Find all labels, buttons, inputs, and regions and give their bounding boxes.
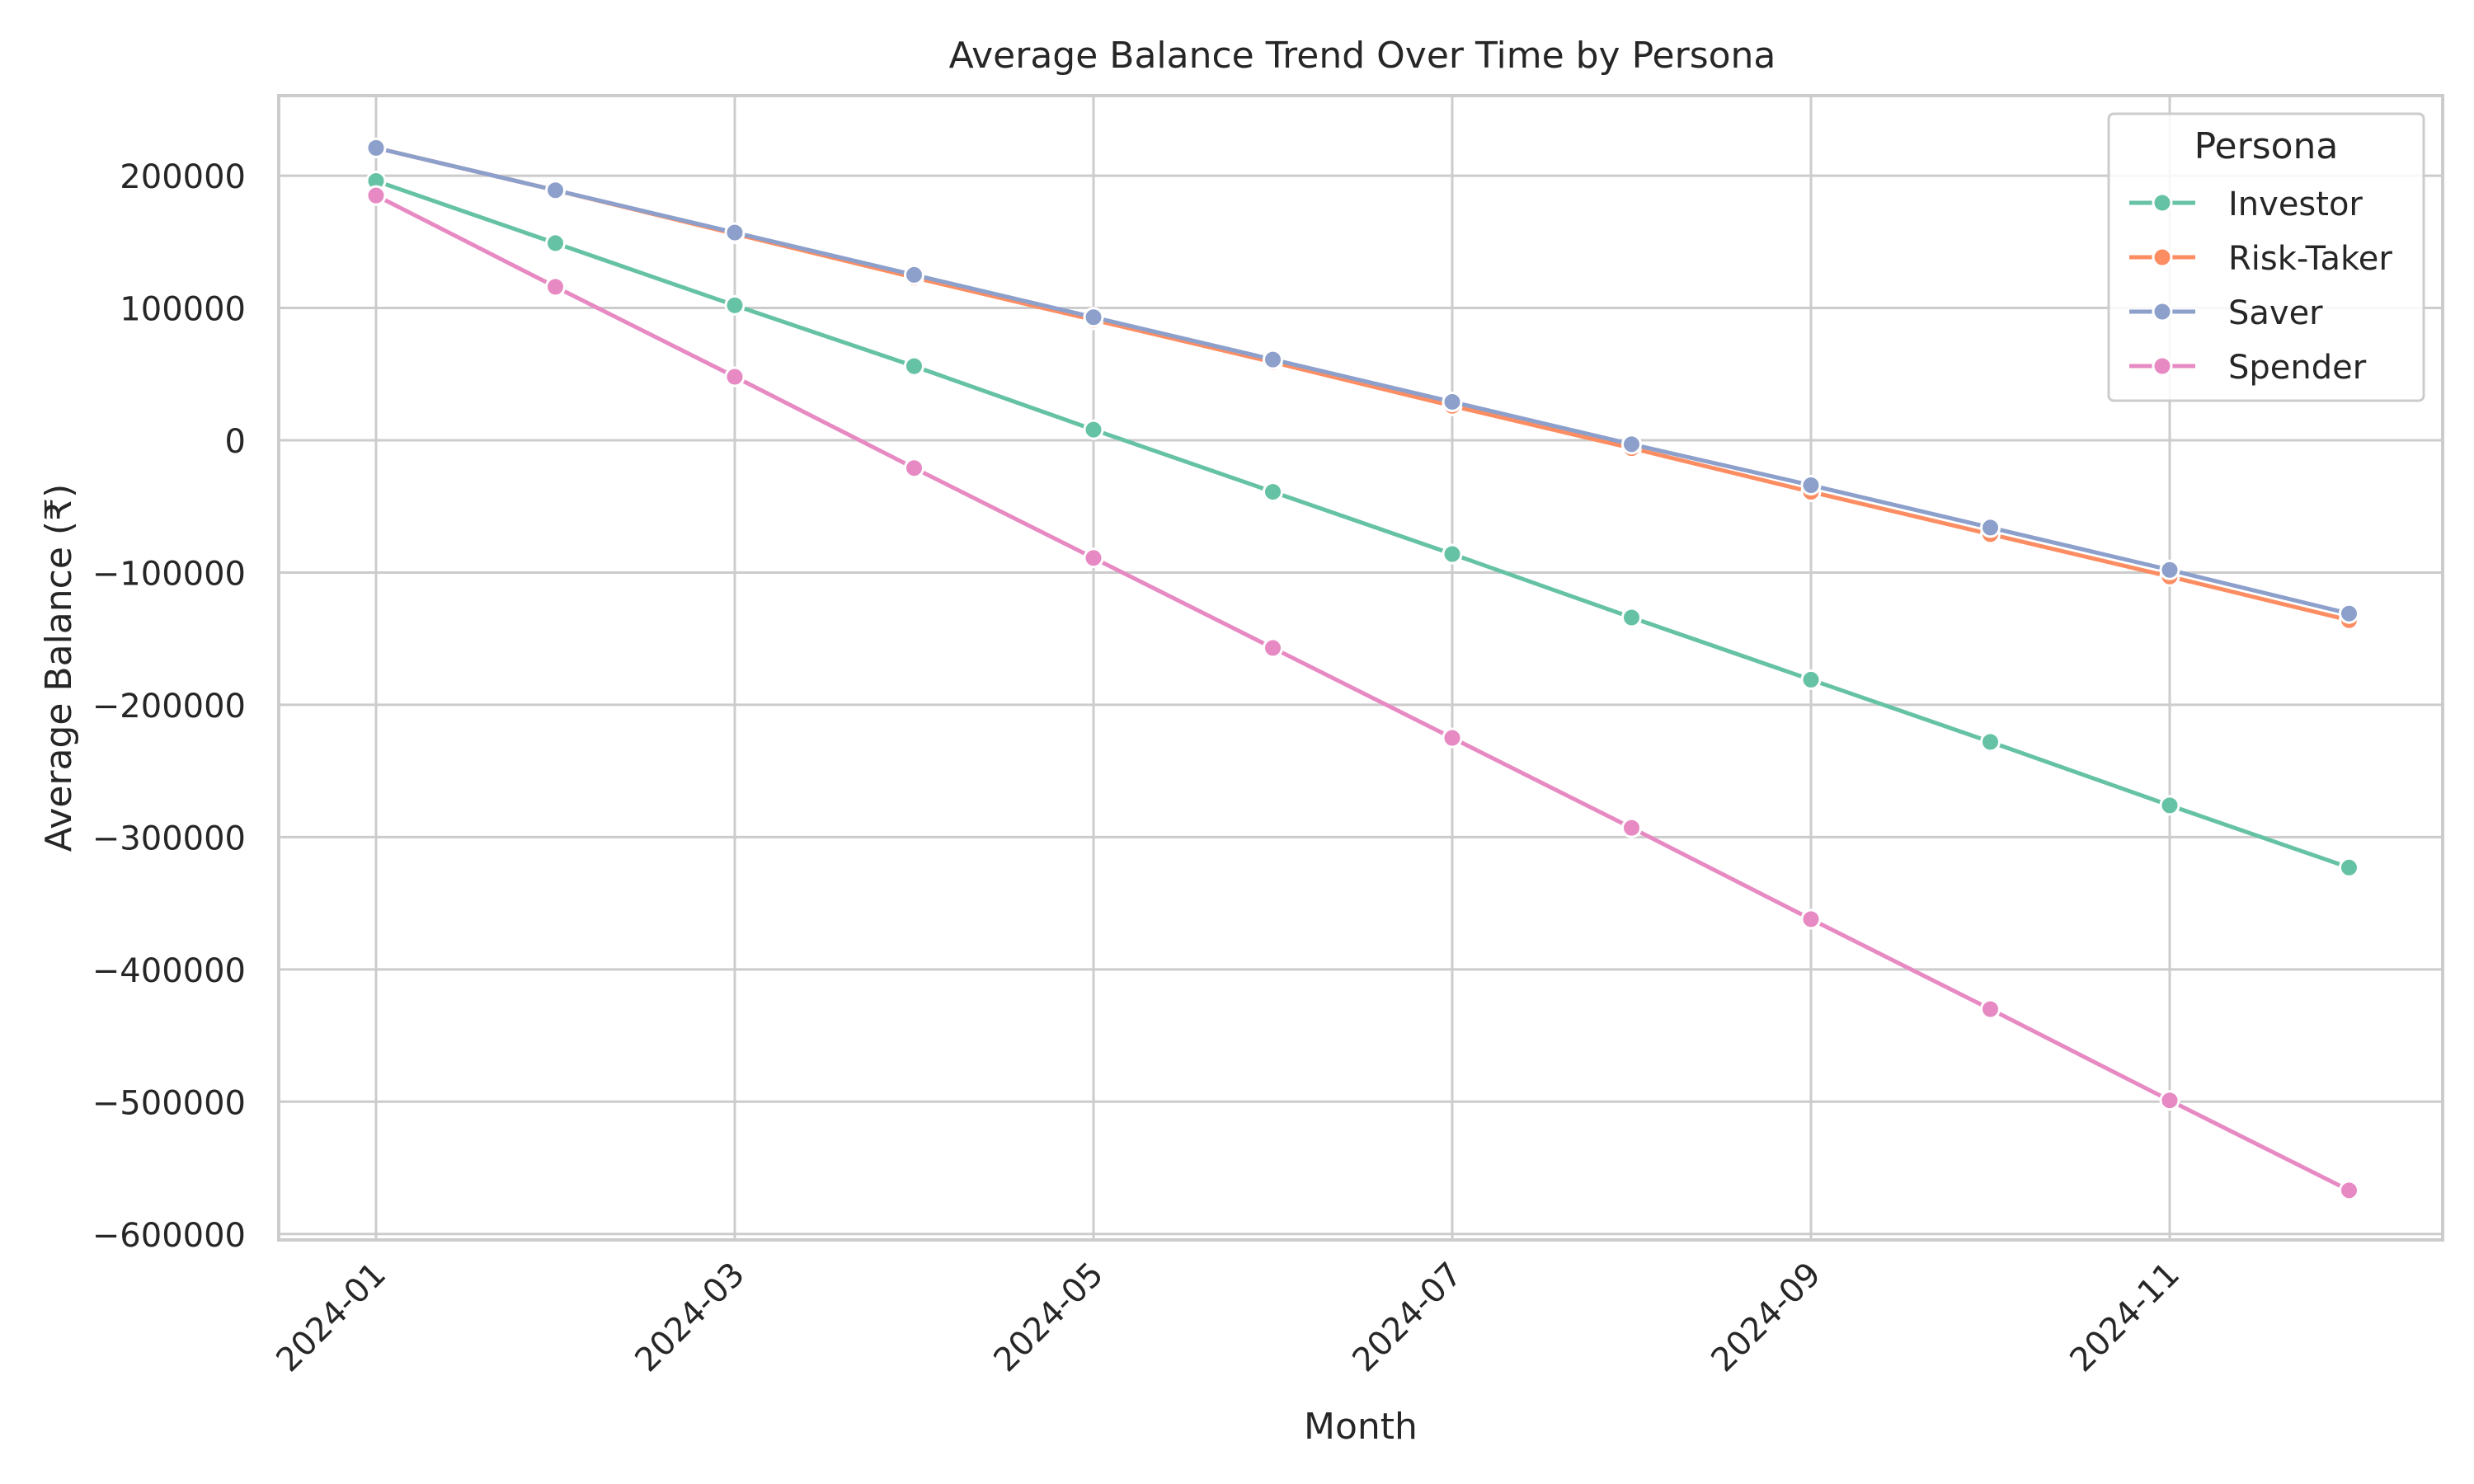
y-tick-label: −500000 — [92, 1084, 246, 1122]
y-tick-label: −400000 — [92, 952, 246, 990]
legend-marker — [2152, 192, 2173, 214]
series-line — [374, 178, 2351, 870]
y-tick-label: 0 — [225, 423, 246, 461]
data-point — [1980, 998, 2001, 1020]
y-tick-label: −600000 — [92, 1217, 246, 1255]
legend-entries: Investor Risk-Taker Saver Spender — [2129, 186, 2392, 387]
data-point — [365, 137, 387, 158]
series-saver — [365, 137, 2359, 624]
legend: Persona Investor Risk-Taker Saver Spender — [2107, 112, 2425, 402]
data-point — [1083, 307, 1104, 328]
data-point — [365, 185, 387, 206]
legend-marker — [2152, 301, 2173, 322]
plot-area — [279, 96, 2443, 1240]
data-point — [1621, 607, 1642, 628]
data-point — [2159, 795, 2180, 816]
data-point — [1083, 547, 1104, 569]
data-point — [2339, 857, 2359, 878]
y-tick-labels: 200000 100000 0 −100000 −200000 −300000 −40000… — [92, 158, 246, 1255]
legend-box — [2107, 112, 2425, 402]
y-tick-label: −100000 — [92, 555, 246, 593]
data-point — [1263, 481, 1283, 503]
data-point — [1621, 817, 1642, 838]
data-point — [1980, 517, 2001, 538]
y-tick-label: 200000 — [120, 158, 246, 196]
x-axis-label: Month — [1304, 1406, 1418, 1448]
data-point — [2159, 559, 2180, 580]
data-point — [545, 232, 566, 254]
series-line — [374, 145, 2351, 616]
data-point — [904, 264, 924, 285]
legend-label: Saver — [2228, 294, 2323, 332]
legend-entry-risk-taker: Risk-Taker — [2129, 240, 2392, 278]
data-point — [724, 294, 745, 316]
data-point — [1800, 475, 1822, 496]
legend-label: Spender — [2228, 349, 2367, 387]
data-point — [1442, 391, 1463, 412]
data-point — [1980, 731, 2001, 753]
data-point — [545, 180, 566, 201]
data-point — [1621, 434, 1642, 455]
y-tick-label: −300000 — [92, 819, 246, 857]
grid-lines — [279, 96, 2443, 1240]
data-point — [2339, 603, 2359, 624]
y-axis-label: Average Balance (₹) — [38, 484, 80, 852]
series-spender — [365, 185, 2359, 1201]
legend-entry-spender: Spender — [2129, 349, 2367, 387]
legend-entry-saver: Saver — [2129, 294, 2323, 332]
data-point — [724, 366, 745, 387]
plot-frame — [277, 94, 2444, 1242]
legend-label: Investor — [2228, 186, 2363, 223]
legend-title: Persona — [2194, 125, 2339, 167]
data-point — [545, 276, 566, 298]
legend-label: Risk-Taker — [2228, 240, 2392, 278]
chart-title: Average Balance Trend Over Time by Perso… — [949, 35, 1776, 77]
series-line — [374, 193, 2351, 1193]
data-point — [2159, 1090, 2180, 1111]
legend-marker — [2152, 247, 2173, 268]
legend-marker — [2152, 355, 2173, 377]
data-point — [1800, 909, 1822, 930]
data-point — [904, 458, 924, 479]
data-point — [1263, 637, 1283, 659]
data-point — [1800, 669, 1822, 690]
data-point — [1442, 543, 1463, 565]
data-point — [2339, 1180, 2359, 1201]
data-point — [724, 222, 745, 243]
data-point — [904, 355, 924, 377]
y-tick-label: −200000 — [92, 688, 246, 726]
data-point — [1442, 727, 1463, 749]
y-tick-label: 100000 — [120, 291, 246, 329]
series-layer — [365, 137, 2359, 1201]
series-investor — [365, 170, 2359, 878]
legend-entry-investor: Investor — [2129, 186, 2363, 223]
data-point — [1263, 349, 1283, 370]
data-point — [1083, 419, 1104, 440]
